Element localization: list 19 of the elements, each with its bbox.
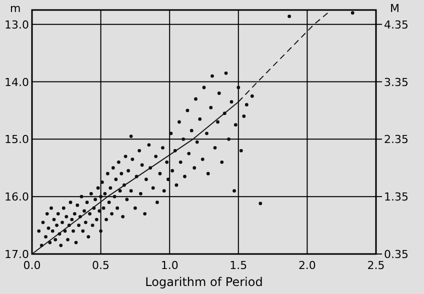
y-tick-label: 17.0 — [4, 248, 29, 261]
y2-tick-label: 4.35 — [384, 18, 408, 32]
y2-axis-title: M — [390, 2, 400, 15]
x-tick-label: 2.0 — [298, 259, 316, 272]
y-axis-title: m — [10, 2, 21, 15]
x-tick-label: 0.5 — [92, 259, 110, 272]
x-tick-label: 1.0 — [160, 259, 178, 272]
x-tick-label: 2.5 — [367, 259, 385, 272]
y-tick-label: 13.0 — [4, 18, 29, 32]
y-tick-label: 15.0 — [4, 133, 29, 146]
y-tick-label: 14.0 — [4, 76, 29, 89]
y2-tick-label: 1.35 — [384, 190, 408, 204]
x-axis-title: Logarithm of Period — [145, 275, 263, 289]
y2-tick-label: 2.35 — [384, 133, 408, 146]
y2-tick-label: 0.35 — [384, 248, 408, 261]
x-tick-label: 1.5 — [230, 259, 248, 272]
x-tick-label: 0.0 — [23, 259, 41, 272]
y-tick-label: 16.0 — [4, 190, 29, 204]
y2-tick-label: 3.35 — [384, 76, 408, 89]
